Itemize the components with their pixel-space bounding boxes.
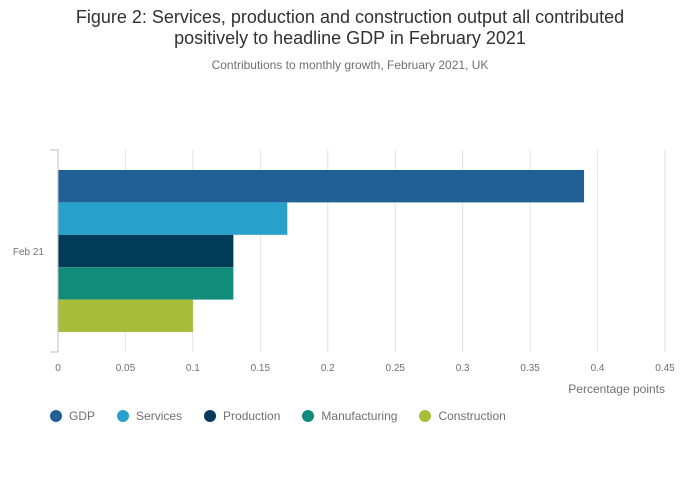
legend-item-services[interactable]: Services — [117, 409, 182, 423]
legend-item-production[interactable]: Production — [204, 409, 280, 423]
bar-production[interactable] — [58, 234, 234, 268]
x-axis-title: Percentage points — [568, 382, 665, 396]
x-tick-label: 0.2 — [321, 363, 335, 374]
x-tick-label: 0 — [55, 363, 61, 374]
chart-subtitle: Contributions to monthly growth, Februar… — [211, 58, 489, 72]
x-tick: 0.15 — [251, 363, 271, 374]
legend-label: Services — [136, 409, 183, 423]
bar-gdp[interactable] — [58, 170, 585, 203]
x-tick-label: 0.15 — [251, 363, 271, 374]
y-category-label: Feb 21 — [13, 247, 45, 258]
legend: GDP Services Production Manufacturing Constr… — [50, 409, 528, 423]
x-tick-label: 0.35 — [520, 363, 540, 374]
x-tick: 0.2 — [321, 363, 335, 374]
legend-marker — [419, 410, 432, 422]
x-tick-label: 0.1 — [186, 363, 200, 374]
x-tick: 0.4 — [591, 363, 605, 374]
legend-marker — [117, 410, 130, 422]
bar-series — [58, 170, 585, 332]
chart-title-line-1: Figure 2: Services, production and const… — [75, 7, 625, 27]
legend-marker — [204, 410, 217, 422]
legend-marker — [302, 410, 315, 422]
legend-marker — [50, 410, 62, 422]
legend-label: Production — [223, 409, 281, 423]
y-axis-line — [50, 149, 59, 353]
x-tick-label: 0.4 — [591, 363, 605, 374]
legend-label: GDP — [69, 409, 96, 423]
legend-item-gdp[interactable]: GDP — [50, 409, 95, 423]
legend-item-construction[interactable]: Construction — [419, 409, 506, 423]
x-tick: 0.1 — [186, 363, 200, 374]
x-tick: 0 — [55, 363, 61, 374]
bar-construction[interactable] — [58, 299, 193, 332]
x-tick-label: 0.25 — [385, 363, 405, 374]
bar-services[interactable] — [58, 202, 288, 235]
bar-manufacturing[interactable] — [58, 267, 234, 300]
x-tick-label: 0.45 — [655, 363, 675, 374]
chart-title-line-2: positively to headline GDP in February 2… — [174, 28, 526, 48]
x-tick: 0.3 — [456, 363, 470, 374]
x-tick-label: 0.3 — [456, 363, 470, 374]
x-tick: 0.35 — [520, 363, 540, 374]
legend-item-manufacturing[interactable]: Manufacturing — [302, 409, 397, 423]
x-tick: 0.25 — [385, 363, 405, 374]
x-tick-label: 0.05 — [116, 363, 136, 374]
legend-label: Manufacturing — [321, 409, 398, 423]
legend-label: Construction — [438, 409, 506, 423]
x-tick: 0.45 — [655, 363, 675, 374]
axes: 0 0.05 0.1 0.15 0.2 0.25 0.3 0.35 0.4 0.45 Feb 21 — [13, 149, 675, 374]
x-tick: 0.05 — [116, 363, 136, 374]
chart-title: Figure 2: Services, production and const… — [0, 7, 700, 49]
